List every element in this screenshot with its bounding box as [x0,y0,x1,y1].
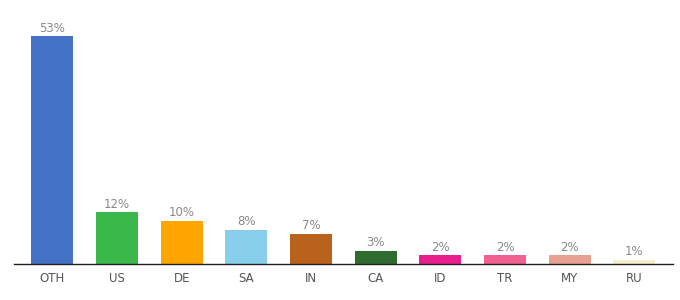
Text: 10%: 10% [169,206,194,219]
Bar [613,260,656,264]
Text: 1%: 1% [625,245,644,258]
Text: 12%: 12% [104,198,130,211]
Text: 8%: 8% [237,215,256,228]
Text: 3%: 3% [367,236,385,249]
Text: 53%: 53% [39,22,65,35]
Bar [160,221,203,264]
Bar [31,37,73,264]
Bar [420,255,462,264]
Bar [549,255,591,264]
Text: 7%: 7% [302,219,320,232]
Text: 2%: 2% [496,241,514,254]
Bar [225,230,267,264]
Bar [355,251,396,264]
Text: 2%: 2% [431,241,449,254]
Bar [484,255,526,264]
Bar [290,234,332,264]
Text: 2%: 2% [560,241,579,254]
Bar [96,212,138,264]
